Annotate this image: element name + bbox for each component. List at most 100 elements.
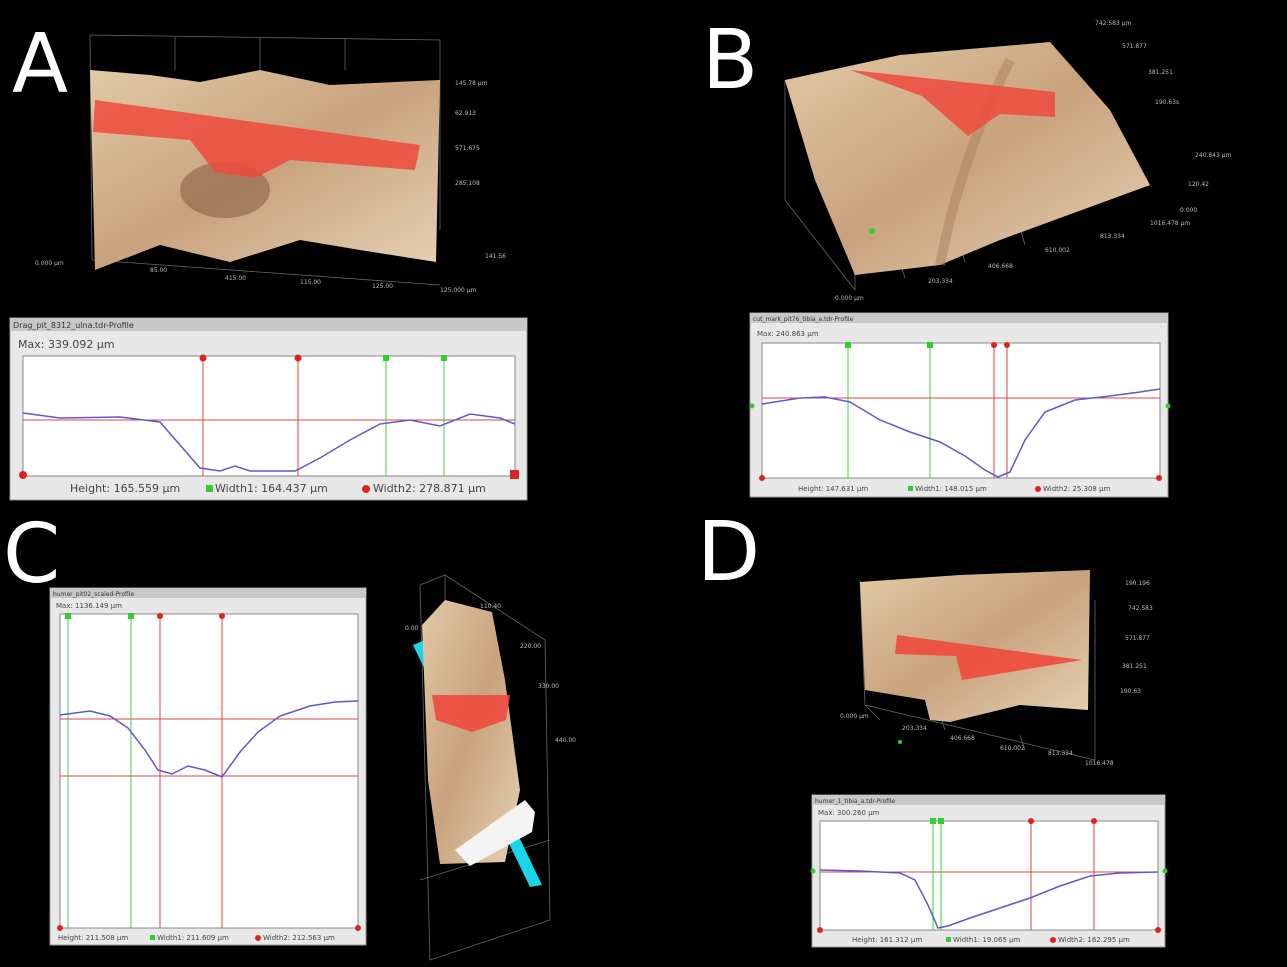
axis-label: 1016.478 — [1085, 760, 1114, 767]
profile-curve — [22, 412, 516, 472]
surface — [422, 600, 520, 864]
axis-label: 571.877 — [1125, 635, 1150, 642]
marker — [869, 228, 875, 234]
max-readout: Max: 339.092 µm — [18, 338, 115, 351]
axis-label: 0.000 — [1180, 207, 1197, 214]
panel-b: B 742.583 µm 571.877 381.251 190.63s 240… — [702, 13, 1232, 498]
axis-label: 62.913 — [455, 110, 476, 117]
axis-label: 125.00 — [372, 283, 393, 290]
axis-label: 125.000 µm — [440, 287, 477, 294]
axis-label: 742.583 — [1128, 605, 1153, 612]
legend-marker — [1035, 486, 1041, 492]
axis-label: 145.78 µm — [455, 80, 488, 87]
marker — [810, 868, 816, 874]
title-bar — [50, 588, 366, 598]
plot-area — [59, 613, 359, 929]
panel-a: A 145.78 µm 62.913 571.675 285.108 0.000… — [9, 17, 528, 501]
axis-label: 415.00 — [225, 275, 246, 282]
height-readout: Height: 161.312 µm — [852, 936, 922, 944]
axis-label: 203.334 — [902, 725, 927, 732]
axis-label: 220.00 — [520, 643, 541, 650]
marker — [383, 355, 389, 361]
axis-label: 330.00 — [538, 683, 559, 690]
profile-band — [850, 70, 1055, 136]
axis-label: 141.56 — [485, 253, 506, 260]
marker — [355, 925, 361, 931]
axis-label: 285.108 — [455, 180, 480, 187]
axis-label: 190.196 — [1125, 580, 1150, 587]
axis-label: 571.675 — [455, 145, 480, 152]
max-readout: Max: 300.260 µm — [818, 809, 880, 817]
wireframe — [89, 34, 441, 286]
height-readout: Height: 147.631 µm — [798, 485, 868, 493]
marker — [817, 927, 823, 933]
marker — [1091, 818, 1097, 824]
panel-label: A — [12, 17, 68, 112]
axis-label: 115.00 — [300, 279, 321, 286]
marker — [510, 470, 519, 479]
axis-label: 0.00 — [405, 625, 419, 632]
width2-readout: Width2: 25.308 µm — [1043, 485, 1111, 493]
wireframe — [859, 579, 1096, 761]
width2-readout: Width2: 212.563 µm — [263, 934, 335, 942]
marker — [749, 403, 755, 409]
marker — [157, 613, 163, 619]
max-readout: Max: 240.863 µm — [757, 330, 819, 338]
width1-readout: Width1: 211.609 µm — [157, 934, 229, 942]
profile-curve — [59, 700, 359, 778]
profile-band — [895, 635, 1082, 680]
marker — [898, 740, 902, 744]
axis-label: 203.334 — [928, 278, 953, 285]
marker — [128, 613, 134, 619]
marker — [1162, 868, 1168, 874]
groove — [935, 57, 1015, 266]
legend-marker — [150, 935, 155, 940]
legend-marker — [255, 935, 261, 941]
axis-label: 240.843 µm — [1195, 152, 1232, 159]
width2-readout: Width2: 278.871 µm — [373, 482, 486, 495]
legend-marker — [946, 937, 951, 942]
legend-marker — [908, 486, 913, 491]
title-bar — [10, 318, 527, 331]
profile-band — [432, 695, 510, 732]
window-title: Drag_pit_8312_ulna.tdr-Profile — [13, 321, 134, 330]
axis-label: 813.334 — [1100, 233, 1125, 240]
axis-label: 610.002 — [1000, 745, 1025, 752]
width1-readout: Width1: 148.015 µm — [915, 485, 987, 493]
axis-label: 1016.478 µm — [1150, 220, 1190, 227]
max-readout: Max: 1136.149 µm — [56, 602, 122, 610]
marker — [845, 342, 851, 348]
title-bar — [812, 795, 1165, 805]
width2-readout: Width2: 162.295 µm — [1058, 936, 1130, 944]
axis-label: 0.000 µm — [835, 295, 864, 302]
axis-label: 571.877 — [1122, 43, 1147, 50]
window-title: humer_1_tibia_a.tdr-Profile — [815, 798, 896, 805]
marker — [759, 475, 765, 481]
marker — [938, 818, 944, 824]
plot-area — [22, 355, 516, 477]
panel-label: C — [3, 507, 60, 602]
plot-area — [819, 820, 1159, 931]
axis-label: 190.63s — [1155, 99, 1179, 106]
axis-label: 0.000 µm — [35, 260, 64, 267]
axis-label: 85.00 — [150, 267, 167, 274]
marker — [1156, 475, 1162, 481]
legend-marker — [206, 485, 213, 492]
marker — [19, 471, 27, 479]
marker — [1155, 927, 1161, 933]
width1-readout: Width1: 19.065 µm — [953, 936, 1021, 944]
axis-label: 110.40 — [480, 603, 501, 610]
axis-label: 381.251 — [1148, 69, 1173, 76]
window-title: cut_mark_pit76_tibia_a.tdr-Profile — [753, 316, 854, 323]
axis-label: 406.668 — [950, 735, 975, 742]
marker — [930, 818, 936, 824]
axis-label: 406.668 — [988, 263, 1013, 270]
panel-label: B — [702, 13, 758, 108]
marker — [991, 342, 997, 348]
panel-c: C humer_pit02_scaled-Profile Max: 1136.1… — [3, 507, 576, 961]
width1-readout: Width1: 164.437 µm — [215, 482, 328, 495]
axis-label: 190.63 — [1120, 688, 1141, 695]
marker — [65, 613, 71, 619]
marker — [219, 613, 225, 619]
